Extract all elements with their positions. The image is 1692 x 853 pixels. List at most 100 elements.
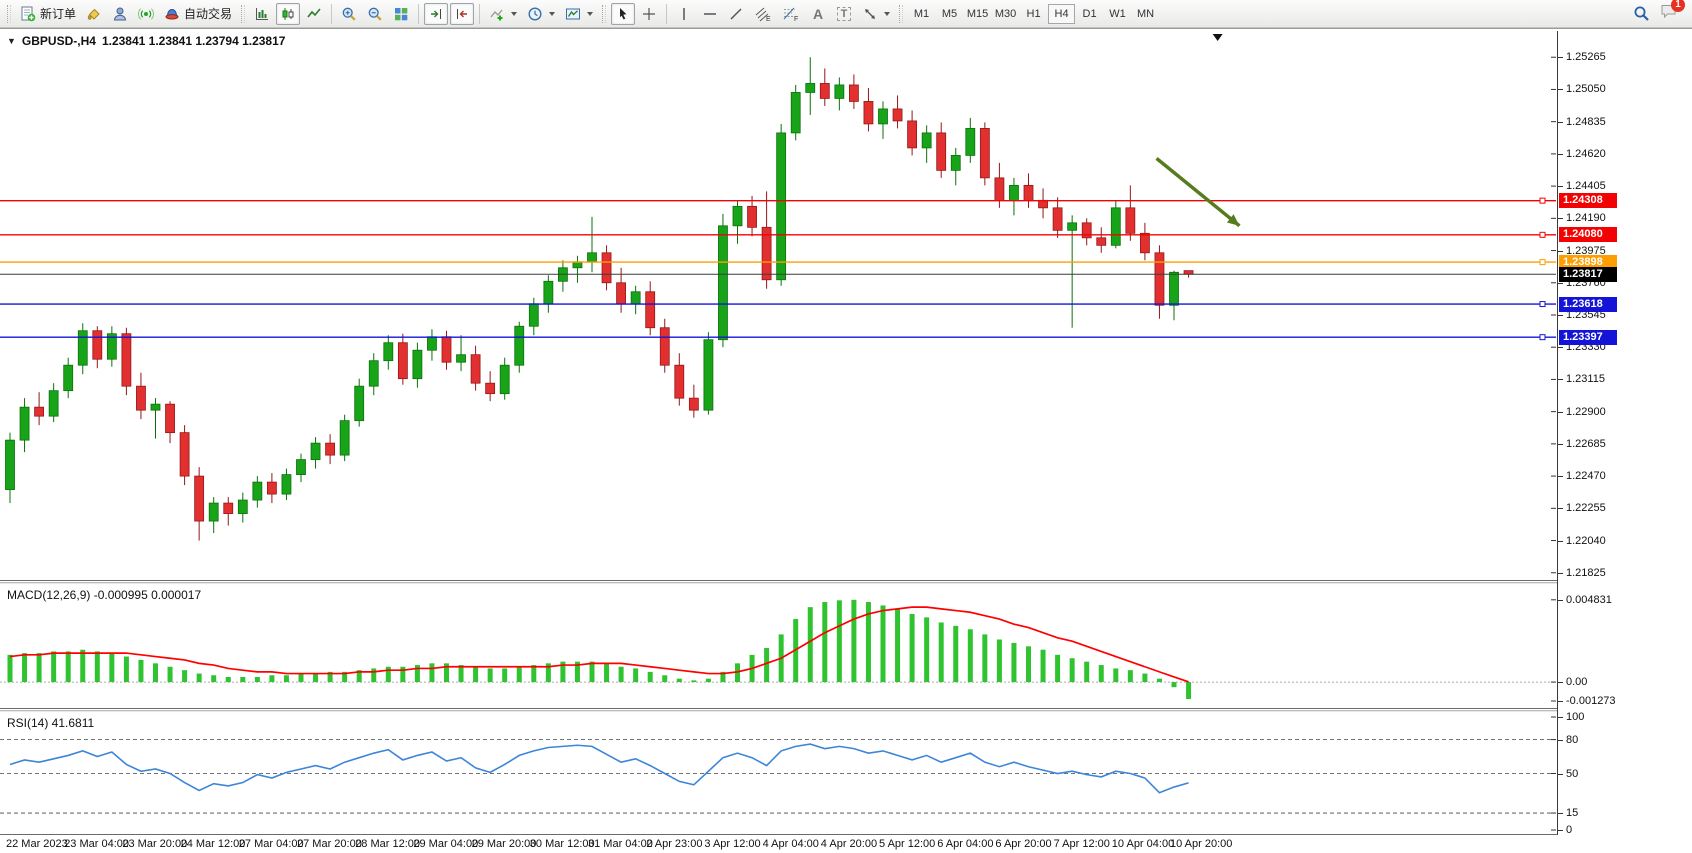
top-marker-icon[interactable] [1212, 34, 1223, 41]
candle[interactable] [805, 57, 816, 115]
arrows-tool-button[interactable] [858, 3, 894, 25]
zoom-out-button[interactable] [363, 3, 387, 25]
candle[interactable] [194, 467, 205, 541]
candle[interactable] [572, 255, 583, 283]
candle[interactable] [921, 125, 932, 163]
candle[interactable] [296, 453, 306, 483]
candle[interactable] [310, 437, 321, 469]
vertical-line-button[interactable] [672, 3, 696, 25]
candle[interactable] [252, 476, 263, 508]
candle[interactable] [863, 87, 874, 132]
toolbar-grip[interactable] [241, 4, 246, 23]
timeframe-button-H4[interactable]: H4 [1048, 3, 1076, 24]
candle[interactable] [1096, 227, 1107, 253]
candle[interactable] [718, 213, 728, 348]
new-order-button[interactable]: 新订单 [16, 3, 80, 25]
candle[interactable] [645, 281, 656, 336]
bar-chart-button[interactable] [250, 3, 274, 25]
candle[interactable] [412, 342, 423, 388]
panel-splitter[interactable] [0, 582, 1692, 585]
candle[interactable] [790, 84, 801, 141]
fibonacci-button[interactable]: F [778, 3, 804, 25]
ink-style-button[interactable] [82, 3, 106, 25]
candle[interactable] [979, 122, 990, 186]
candle[interactable] [703, 332, 714, 415]
candle[interactable] [732, 200, 743, 244]
periods-button[interactable] [523, 3, 559, 25]
candle[interactable] [1140, 222, 1150, 261]
equidistant-channel-button[interactable]: E [750, 3, 776, 25]
candle[interactable] [1169, 270, 1179, 321]
candle[interactable] [543, 275, 554, 313]
cursor-button[interactable] [611, 2, 636, 25]
candle[interactable] [237, 492, 248, 523]
notifications-button[interactable]: 1 [1660, 0, 1685, 24]
crosshair-button[interactable] [637, 3, 661, 25]
candle[interactable] [1125, 185, 1136, 241]
trendline-button[interactable] [724, 3, 748, 25]
candle[interactable] [368, 353, 379, 396]
candle[interactable] [92, 326, 103, 369]
timeframe-button-M30[interactable]: M30 [994, 7, 1017, 20]
level-line-handle[interactable] [1539, 231, 1546, 238]
candle[interactable] [1110, 200, 1121, 249]
level-line-handle[interactable] [1539, 334, 1546, 341]
level-line-handle[interactable] [1539, 259, 1546, 266]
candle[interactable] [470, 345, 481, 391]
candle[interactable] [630, 285, 641, 315]
candle[interactable] [1038, 188, 1048, 219]
candle[interactable] [601, 245, 612, 291]
candle[interactable] [688, 384, 699, 418]
toolbar-grip[interactable] [602, 4, 607, 23]
candle[interactable] [878, 101, 888, 139]
candle[interactable] [150, 398, 161, 439]
price-axis[interactable]: 1.25265 1.25050 1.24835 1.24620 1.24405 1.241… [1557, 31, 1692, 836]
candle[interactable] [427, 329, 437, 361]
candle[interactable] [34, 392, 44, 426]
candle[interactable] [223, 497, 234, 526]
candle[interactable] [892, 95, 903, 129]
candle[interactable] [383, 335, 394, 370]
chart-shift-button[interactable] [450, 2, 475, 25]
macd-plot[interactable] [0, 585, 1556, 709]
candle[interactable] [819, 68, 830, 106]
candle[interactable] [325, 434, 336, 465]
candle[interactable] [499, 357, 510, 400]
rsi-plot[interactable] [0, 713, 1556, 835]
timeframe-button-W1[interactable]: W1 [1109, 7, 1126, 20]
toolbar-grip[interactable] [7, 4, 11, 23]
candle[interactable] [456, 335, 466, 372]
candle[interactable] [747, 195, 757, 237]
candle[interactable] [281, 468, 292, 501]
level-line-handle[interactable] [1539, 197, 1546, 204]
candle[interactable] [19, 398, 30, 453]
trend-arrow-annotation[interactable] [1155, 157, 1241, 228]
candle[interactable] [965, 117, 976, 163]
candle[interactable] [165, 401, 175, 444]
toolbar-grip[interactable] [899, 4, 904, 23]
price-chart-plot[interactable] [0, 31, 1556, 581]
candle[interactable] [1052, 197, 1063, 238]
horizontal-line-button[interactable] [698, 3, 722, 25]
chart-dropdown-icon[interactable]: ▼ [7, 36, 16, 46]
candle[interactable] [907, 110, 917, 156]
indicators-button[interactable] [485, 3, 521, 25]
candle[interactable] [106, 326, 117, 367]
candle[interactable] [179, 425, 190, 486]
candle[interactable] [354, 378, 365, 427]
timeframe-button-MN[interactable]: MN [1136, 7, 1155, 20]
candle[interactable] [63, 357, 74, 399]
candle[interactable] [587, 216, 597, 273]
candle[interactable] [397, 333, 408, 385]
line-chart-button[interactable] [302, 3, 326, 25]
search-icon[interactable] [1633, 5, 1650, 22]
candlestick-chart-button[interactable] [276, 2, 301, 25]
candle[interactable] [776, 123, 787, 286]
time-axis[interactable]: 22 Mar 2023 23 Mar 04:00 23 Mar 20:00 24 Ma… [0, 835, 1692, 853]
auto-scroll-button[interactable] [424, 2, 449, 25]
candle[interactable] [1023, 173, 1034, 208]
timeframe-button-D1[interactable]: D1 [1082, 7, 1097, 20]
auto-trading-button[interactable]: 自动交易 [160, 3, 236, 25]
timeframe-button-M1[interactable]: M1 [913, 7, 930, 20]
signal-button[interactable] [134, 3, 158, 25]
